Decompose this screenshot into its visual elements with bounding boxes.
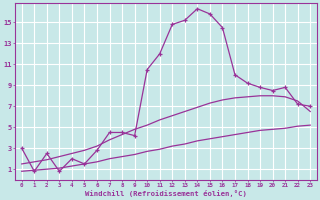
X-axis label: Windchill (Refroidissement éolien,°C): Windchill (Refroidissement éolien,°C): [85, 190, 247, 197]
